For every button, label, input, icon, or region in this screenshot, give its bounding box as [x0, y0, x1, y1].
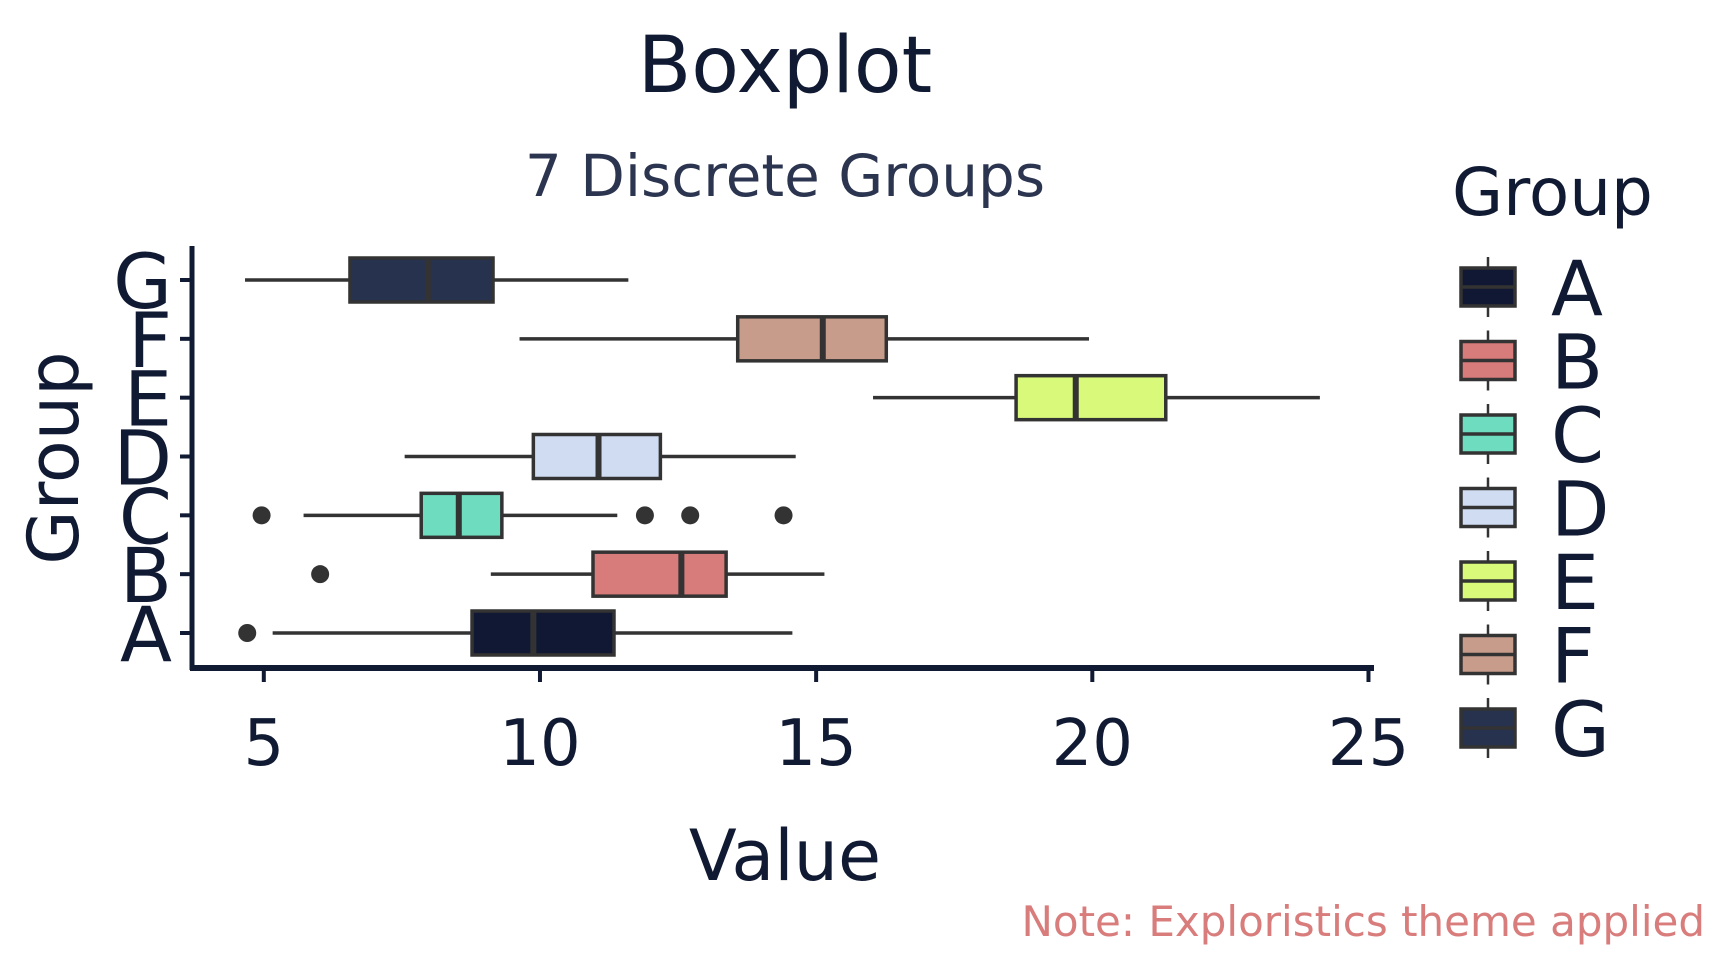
box	[591, 550, 728, 598]
legend-label: C	[1551, 391, 1604, 480]
outlier-point	[311, 565, 330, 584]
chart-subtitle: 7 Discrete Groups	[525, 142, 1045, 210]
outlier-point	[774, 506, 793, 525]
x-tick-label: 15	[775, 707, 856, 781]
box-group-C	[252, 491, 793, 540]
box-group-F	[519, 315, 1089, 363]
chart-title: Boxplot	[638, 21, 932, 111]
x-tick-label: 10	[499, 707, 580, 781]
y-tick-label: C	[119, 472, 172, 561]
outlier-point	[252, 506, 271, 525]
box-group-G	[245, 256, 629, 304]
legend-item-C: C	[1459, 391, 1604, 480]
caption: Note: Exploristics theme applied	[1021, 897, 1705, 946]
outlier-point	[635, 506, 654, 525]
x-tick-label: 5	[243, 707, 284, 781]
legend-label: A	[1551, 244, 1603, 333]
x-axis-label: Value	[689, 815, 881, 897]
y-tick-label: G	[113, 237, 172, 326]
x-tick-label: 25	[1328, 707, 1409, 781]
legend-item-G: G	[1459, 685, 1610, 774]
box	[348, 256, 495, 304]
y-tick-label: F	[128, 296, 172, 385]
legend-title: Group	[1452, 154, 1653, 231]
box-group-D	[404, 432, 796, 481]
box-group-A	[238, 609, 793, 657]
y-tick-label: D	[113, 414, 172, 503]
y-tick-label: A	[120, 590, 172, 679]
box	[735, 315, 889, 363]
legend-item-A: A	[1459, 244, 1603, 333]
box	[470, 609, 616, 657]
legend-label: B	[1551, 318, 1603, 407]
legend-item-E: E	[1459, 538, 1599, 627]
legend-item-D: D	[1459, 465, 1610, 554]
y-tick-label: B	[120, 531, 172, 620]
y-axis-label: Group	[13, 351, 95, 564]
legend-label: F	[1551, 612, 1595, 701]
legend-item-B: B	[1459, 318, 1603, 407]
outlier-point	[681, 506, 700, 525]
box-group-B	[311, 550, 825, 598]
box-group-E	[873, 373, 1320, 422]
legend-label: E	[1551, 538, 1599, 627]
box	[1014, 373, 1168, 422]
legend-item-F: F	[1459, 612, 1595, 701]
legend-label: G	[1551, 685, 1610, 774]
outlier-point	[238, 624, 257, 642]
y-tick-label: E	[124, 355, 172, 444]
legend-label: D	[1551, 465, 1610, 554]
x-tick-label: 20	[1052, 707, 1133, 781]
